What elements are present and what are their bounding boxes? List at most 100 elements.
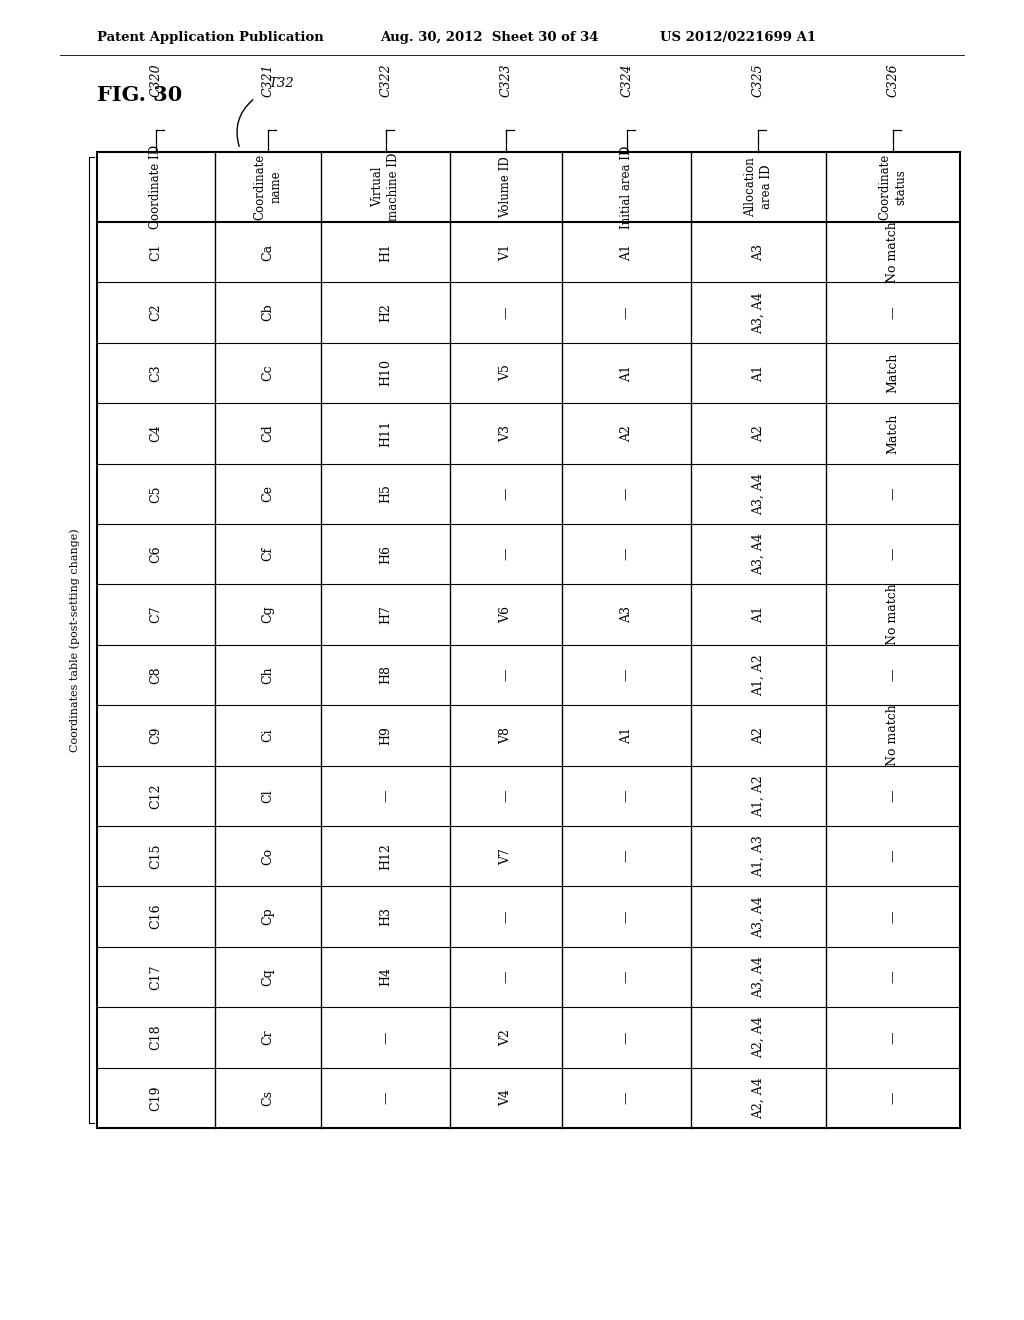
- Text: H12: H12: [379, 842, 392, 870]
- Text: H1: H1: [379, 243, 392, 261]
- Text: A3: A3: [621, 606, 633, 623]
- Text: V4: V4: [500, 1089, 513, 1106]
- Text: —: —: [886, 789, 899, 803]
- Text: H6: H6: [379, 545, 392, 564]
- Text: A1: A1: [752, 606, 765, 623]
- Text: —: —: [886, 1092, 899, 1104]
- Text: —: —: [379, 1031, 392, 1044]
- Text: C4: C4: [150, 425, 163, 442]
- Text: C325: C325: [752, 63, 765, 96]
- Text: Volume ID: Volume ID: [500, 156, 513, 218]
- Bar: [97, 152, 961, 1129]
- Text: C6: C6: [150, 545, 163, 564]
- Text: Patent Application Publication: Patent Application Publication: [97, 30, 324, 44]
- Text: A3, A4: A3, A4: [752, 473, 765, 515]
- Text: T32: T32: [268, 77, 294, 90]
- Text: Cq: Cq: [261, 968, 274, 986]
- Text: —: —: [379, 1092, 392, 1104]
- Text: V3: V3: [500, 425, 513, 442]
- Text: A3, A4: A3, A4: [752, 956, 765, 998]
- Text: A1: A1: [621, 244, 633, 261]
- Text: A1: A1: [621, 364, 633, 381]
- Text: C2: C2: [150, 304, 163, 321]
- Text: —: —: [621, 911, 633, 923]
- Text: H8: H8: [379, 665, 392, 685]
- Text: —: —: [500, 789, 513, 803]
- Text: —: —: [500, 548, 513, 561]
- Text: H5: H5: [379, 484, 392, 503]
- Text: —: —: [500, 911, 513, 923]
- Text: Cr: Cr: [261, 1030, 274, 1045]
- Text: H10: H10: [379, 359, 392, 387]
- Text: —: —: [621, 789, 633, 803]
- Text: Match: Match: [886, 352, 899, 393]
- Text: V2: V2: [500, 1030, 513, 1045]
- Text: A1: A1: [752, 364, 765, 381]
- Text: A2: A2: [621, 425, 633, 442]
- Text: A3, A4: A3, A4: [752, 533, 765, 576]
- Text: A3: A3: [752, 244, 765, 261]
- Text: C12: C12: [150, 783, 163, 809]
- Text: —: —: [886, 1031, 899, 1044]
- Text: Virtual
machine ID: Virtual machine ID: [371, 153, 400, 222]
- Text: Cd: Cd: [261, 425, 274, 442]
- Text: A1: A1: [621, 727, 633, 744]
- Text: —: —: [621, 487, 633, 500]
- Text: H7: H7: [379, 605, 392, 624]
- Text: Coordinate
status: Coordinate status: [879, 154, 907, 220]
- Text: C323: C323: [500, 63, 513, 96]
- Text: Coordinate ID: Coordinate ID: [150, 145, 163, 230]
- Text: —: —: [886, 669, 899, 681]
- Text: —: —: [886, 487, 899, 500]
- Text: —: —: [621, 548, 633, 561]
- Text: C7: C7: [150, 606, 163, 623]
- Text: C9: C9: [150, 726, 163, 744]
- Text: A2: A2: [752, 727, 765, 744]
- Text: C322: C322: [379, 63, 392, 96]
- Text: H4: H4: [379, 968, 392, 986]
- Text: —: —: [621, 850, 633, 862]
- Text: Ci: Ci: [261, 729, 274, 742]
- Text: Cs: Cs: [261, 1090, 274, 1106]
- Text: Coordinates table (post-setting change): Coordinates table (post-setting change): [70, 528, 80, 752]
- Text: C18: C18: [150, 1024, 163, 1051]
- Text: —: —: [621, 1031, 633, 1044]
- Text: Cp: Cp: [261, 908, 274, 925]
- Text: C326: C326: [886, 63, 899, 96]
- Text: H2: H2: [379, 304, 392, 322]
- Text: A2, A4: A2, A4: [752, 1016, 765, 1059]
- Text: H3: H3: [379, 907, 392, 927]
- Text: Cg: Cg: [261, 606, 274, 623]
- Text: C15: C15: [150, 843, 163, 869]
- Text: Ce: Ce: [261, 486, 274, 503]
- Text: A2: A2: [752, 425, 765, 442]
- Text: —: —: [886, 850, 899, 862]
- Text: —: —: [500, 306, 513, 319]
- Text: V6: V6: [500, 606, 513, 623]
- Text: C320: C320: [150, 63, 163, 96]
- Text: C19: C19: [150, 1085, 163, 1110]
- Text: —: —: [886, 548, 899, 561]
- Text: C5: C5: [150, 484, 163, 503]
- Text: —: —: [621, 970, 633, 983]
- Text: FIG. 30: FIG. 30: [97, 84, 182, 106]
- Text: No match: No match: [886, 705, 899, 767]
- Text: —: —: [500, 970, 513, 983]
- Text: —: —: [379, 789, 392, 803]
- Text: C1: C1: [150, 243, 163, 261]
- Text: Cb: Cb: [261, 304, 274, 322]
- Text: A3, A4: A3, A4: [752, 896, 765, 937]
- Text: No match: No match: [886, 583, 899, 645]
- Text: A3, A4: A3, A4: [752, 292, 765, 334]
- Text: V8: V8: [500, 727, 513, 744]
- Text: C321: C321: [261, 63, 274, 96]
- Text: Allocation
area ID: Allocation area ID: [743, 157, 773, 216]
- Text: —: —: [621, 669, 633, 681]
- Text: Ca: Ca: [261, 244, 274, 261]
- Text: Cc: Cc: [261, 364, 274, 381]
- Text: A1, A2: A1, A2: [752, 775, 765, 817]
- Text: —: —: [500, 669, 513, 681]
- Text: C16: C16: [150, 904, 163, 929]
- Text: Cl: Cl: [261, 789, 274, 803]
- Text: Cf: Cf: [261, 546, 274, 561]
